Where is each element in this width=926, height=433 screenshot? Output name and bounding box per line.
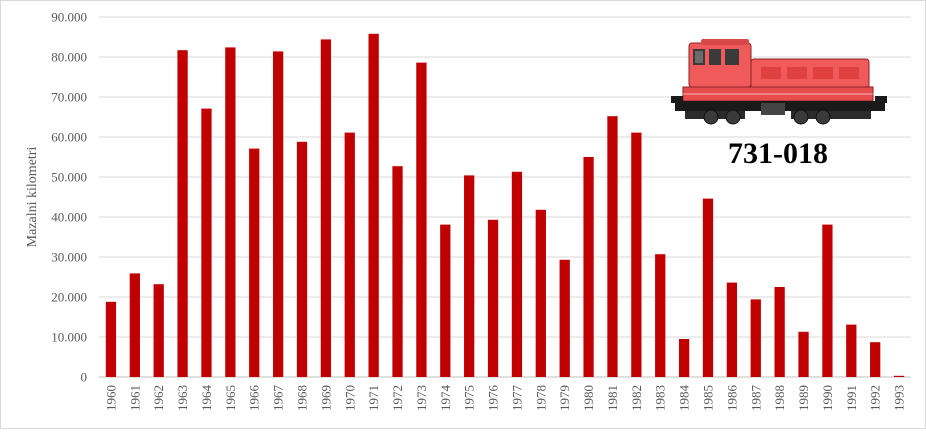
bar-1974 <box>440 224 451 377</box>
bar-1988 <box>774 287 785 377</box>
x-tick-label: 1966 <box>247 385 262 412</box>
x-tick-label: 1975 <box>462 385 477 411</box>
bar-1991 <box>846 324 857 377</box>
x-tick-label: 1962 <box>151 385 166 411</box>
bar-1968 <box>296 141 308 377</box>
bar-1982 <box>631 132 642 377</box>
bar-1979 <box>559 259 570 377</box>
y-axis-ticks: 0 10.000 20.000 30.000 40.000 50.000 60.000 70.… <box>51 10 87 385</box>
x-tick-label: 1964 <box>199 385 214 412</box>
x-tick-label: 1992 <box>868 385 883 411</box>
x-tick-label: 1967 <box>271 385 286 412</box>
x-tick-label: 1981 <box>605 385 620 411</box>
bar-1977 <box>511 171 523 377</box>
bar-1969 <box>320 39 332 378</box>
x-tick-label: 1970 <box>342 385 357 411</box>
y-tick-label: 30.000 <box>51 250 87 265</box>
y-axis-label: Mazalni kilometri <box>25 147 40 248</box>
x-tick-label: 1980 <box>581 385 596 411</box>
y-tick-label: 80.000 <box>51 50 87 65</box>
y-tick-label: 0 <box>81 370 88 385</box>
x-tick-label: 1991 <box>844 385 859 411</box>
bar-1973 <box>416 62 427 377</box>
bar-1972 <box>392 166 403 377</box>
locomotive-icon <box>671 39 887 125</box>
locomotive-label: 731-018 <box>728 137 828 170</box>
bar-1987 <box>750 299 761 377</box>
y-tick-label: 90.000 <box>51 10 87 25</box>
y-tick-label: 50.000 <box>51 170 87 185</box>
y-tick-label: 40.000 <box>51 210 87 225</box>
bar-1978 <box>535 209 546 377</box>
bar-1985 <box>702 198 714 377</box>
bar-1961 <box>129 273 140 377</box>
x-tick-label: 1979 <box>557 385 572 411</box>
x-tick-label: 1982 <box>629 385 644 411</box>
bar-1976 <box>487 219 499 377</box>
bar-1992 <box>870 342 881 377</box>
x-tick-label: 1960 <box>103 385 118 411</box>
x-tick-label: 1976 <box>486 385 501 412</box>
bar-1986 <box>726 282 738 377</box>
x-tick-label: 1990 <box>820 385 835 411</box>
x-tick-label: 1989 <box>796 385 811 411</box>
bar-1990 <box>822 224 833 377</box>
bar-1967 <box>272 51 284 378</box>
x-tick-label: 1965 <box>223 385 238 411</box>
bar-1980 <box>583 157 594 377</box>
bar-1984 <box>678 339 690 377</box>
y-tick-label: 10.000 <box>51 330 87 345</box>
bar-1966 <box>249 148 260 377</box>
x-tick-label: 1968 <box>295 385 310 411</box>
bar-1993 <box>893 375 905 377</box>
x-tick-label: 1973 <box>414 385 429 411</box>
bar-1981 <box>607 116 618 377</box>
x-tick-label: 1984 <box>677 385 692 412</box>
x-tick-label: 1963 <box>175 385 190 411</box>
x-tick-label: 1987 <box>748 385 763 412</box>
x-tick-label: 1988 <box>772 385 787 411</box>
bar-1989 <box>798 331 809 377</box>
x-axis-ticks: 1960 1961 1962 1963 1964 1965 1966 1967 1968 1969… <box>103 385 906 412</box>
x-tick-label: 1985 <box>701 385 716 411</box>
bar-1983 <box>655 254 666 377</box>
y-tick-label: 70.000 <box>51 90 87 105</box>
y-tick-label: 60.000 <box>51 130 87 145</box>
bar-1975 <box>464 175 475 377</box>
bar-1962 <box>153 284 164 377</box>
x-tick-label: 1971 <box>366 385 381 411</box>
x-tick-label: 1972 <box>390 385 405 411</box>
x-tick-label: 1977 <box>509 385 524 412</box>
bar-1963 <box>177 50 188 377</box>
bar-1971 <box>368 33 379 378</box>
bars <box>105 33 905 378</box>
bar-1960 <box>105 301 117 377</box>
bar-1965 <box>225 47 236 378</box>
bar-1970 <box>344 132 355 377</box>
x-tick-label: 1986 <box>724 385 739 412</box>
x-tick-label: 1993 <box>892 385 907 411</box>
x-tick-label: 1974 <box>438 385 453 412</box>
bar-1964 <box>201 108 212 377</box>
x-tick-label: 1978 <box>533 385 548 411</box>
y-tick-label: 20.000 <box>51 290 87 305</box>
x-tick-label: 1961 <box>127 385 142 411</box>
x-tick-label: 1969 <box>318 385 333 411</box>
x-tick-label: 1983 <box>653 385 668 411</box>
